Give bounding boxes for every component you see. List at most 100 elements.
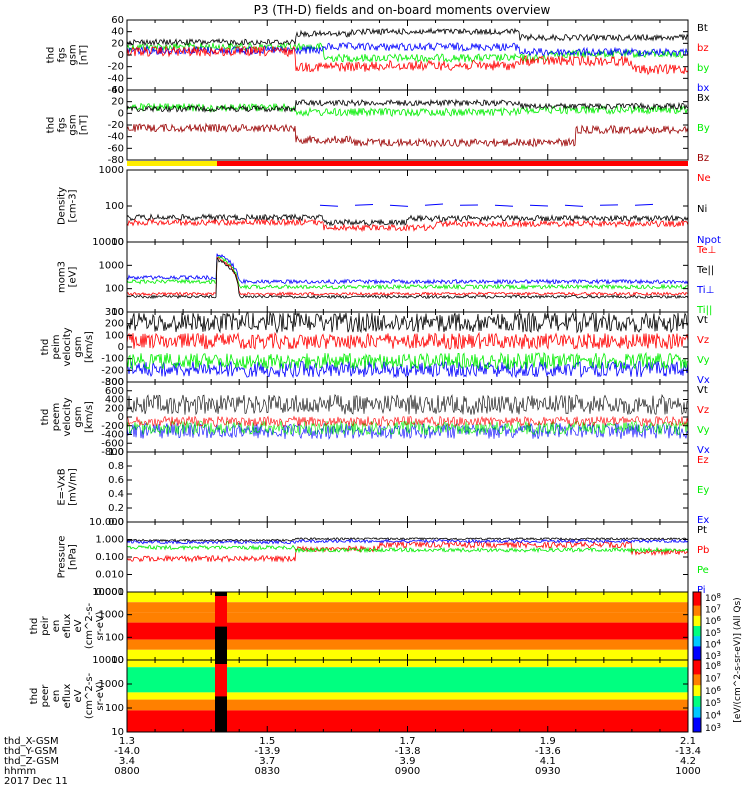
footer-value: 1000: [675, 766, 700, 777]
series-bz: [126, 45, 689, 76]
colorbar-step: [693, 603, 701, 607]
y-axis-label: velocity: [62, 397, 73, 436]
y-tick-label: 0.2: [108, 503, 124, 514]
colorbar-step: [693, 600, 701, 603]
y-axis-label: mom3: [57, 261, 68, 293]
series-Te-par: [126, 257, 689, 300]
colorbar-step: [693, 629, 701, 632]
y-tick-label: -20: [108, 120, 124, 131]
colorbar-step: [693, 626, 701, 629]
legend-Ti⊥: Ti⊥: [696, 285, 714, 296]
colorbar-step: [693, 669, 701, 672]
y-tick-label: -20: [108, 62, 124, 73]
y-tick-label: 100: [105, 330, 124, 341]
y-tick-label: 1000: [99, 610, 124, 621]
series-Vy: [126, 419, 689, 436]
colorbar-step: [693, 632, 701, 635]
y-axis-label: [cm-3]: [68, 189, 79, 222]
spectrogram-ion_spectrogram: [127, 592, 688, 660]
panel-frame-fgs_gsm: [126, 19, 689, 91]
y-axis-label: fgs: [57, 117, 68, 132]
footer-value: -13.8: [395, 746, 421, 757]
y-axis-label: gsm: [73, 336, 84, 357]
series-Ti-perp: [126, 253, 689, 286]
colorbar-step: [693, 620, 701, 624]
y-axis-label: [eV]: [68, 267, 79, 288]
colorbar-step: [693, 634, 701, 637]
series-Bz: [126, 122, 689, 148]
colorbar-step: [693, 644, 701, 647]
footer-value: 0930: [535, 766, 560, 777]
y-axis-label: velocity: [62, 327, 73, 366]
series-Vy: [126, 351, 689, 371]
y-tick-label: 40: [111, 85, 124, 96]
legend-Bt: Bt: [697, 23, 708, 34]
colorbar-step: [693, 690, 701, 693]
y-tick-label: -60: [108, 143, 124, 154]
footer-value: 0900: [395, 766, 420, 777]
y-tick-label: -800: [101, 447, 124, 458]
legend-Vz: Vz: [697, 335, 709, 346]
spectrogram-burst: [215, 596, 227, 627]
y-axis-label: [mV/m]: [68, 468, 79, 506]
series-Te-perp: [126, 256, 688, 297]
y-axis-label: peir: [40, 615, 51, 635]
footer-value: 0800: [114, 766, 139, 777]
y-tick-label: 10: [111, 727, 124, 738]
footer-value: 1.7: [400, 736, 416, 747]
y-tick-label: -40: [108, 132, 124, 143]
spectrogram-band: [127, 612, 688, 623]
footer-row-label: hhmm: [4, 766, 36, 777]
legend-Vy: Vy: [697, 355, 710, 366]
legend-bz: bz: [697, 43, 709, 54]
y-tick-label: 600: [105, 386, 124, 397]
y-tick-label: 200: [105, 403, 124, 414]
y-tick-label: 10: [111, 307, 124, 318]
y-axis-label: sr-eV): [95, 681, 106, 710]
y-tick-label: 300: [105, 307, 124, 318]
y-tick-label: 100: [105, 284, 124, 295]
status-bar-yellow: [127, 161, 217, 166]
y-axis-label: gsm: [73, 406, 84, 427]
panel-frame-temperature: [126, 241, 689, 313]
y-axis-label: thd: [46, 117, 57, 134]
legend-Ez: Ez: [697, 455, 709, 466]
colorbar-tick-label: 105: [705, 697, 721, 709]
colorbar-tick-label: 106: [705, 615, 721, 627]
footer-value: 1.5: [259, 736, 275, 747]
colorbar-step: [693, 705, 701, 708]
y-axis-label: [km/s]: [84, 331, 95, 363]
legend-by: by: [697, 63, 709, 74]
colorbar-tick-label: 105: [705, 627, 721, 639]
y-axis-label: Density: [57, 187, 68, 225]
colorbar-step: [693, 715, 701, 719]
colorbar-step: [693, 687, 701, 690]
colorbar-step: [693, 683, 701, 686]
colorbar-tick-label: 103: [705, 722, 721, 734]
y-tick-label: 400: [105, 395, 124, 406]
footer-value: 4.2: [680, 756, 696, 767]
series-Npot-segment: [494, 204, 514, 207]
colorbar-step: [693, 730, 701, 733]
colorbar-step: [693, 592, 701, 595]
footer-date: 2017 Dec 11: [4, 776, 68, 787]
y-tick-label: 0.4: [108, 489, 124, 500]
colorbar-step: [693, 637, 701, 641]
series-Npot-segment: [529, 204, 549, 207]
y-tick-label: 0.100: [95, 552, 124, 563]
y-tick-label: 10: [111, 655, 124, 666]
series-Npot-segment: [634, 203, 654, 206]
y-axis-label: peer: [40, 684, 51, 708]
series-Ni: [126, 213, 689, 227]
y-tick-label: -600: [101, 438, 124, 449]
chart-title: P3 (TH-D) fields and on-board moments ov…: [254, 3, 551, 17]
series-Npot-segment: [354, 204, 374, 206]
colorbar-frame: [692, 659, 702, 733]
colorbar-step: [693, 595, 701, 598]
colorbar-step: [693, 710, 701, 713]
colorbar-step: [693, 728, 701, 731]
colorbar-step: [693, 654, 701, 658]
colorbar-step: [693, 694, 701, 697]
